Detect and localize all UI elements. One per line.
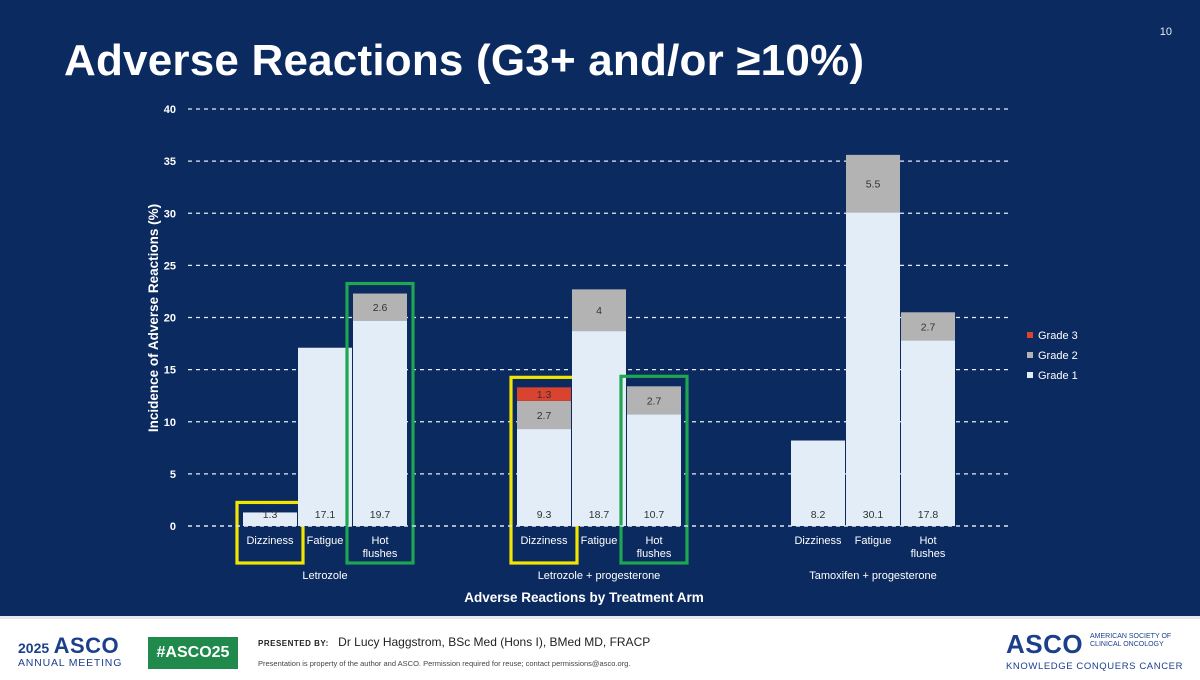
bar-grade1-label: 18.7 [589, 509, 610, 521]
bar-grade2 [901, 312, 955, 341]
bar-grade1 [353, 320, 407, 526]
bar-grade1 [846, 212, 900, 526]
asco-annual-meeting-logo: 2025 ASCO ANNUAL MEETING [18, 633, 121, 669]
bar-grade1-label: 30.1 [863, 509, 884, 521]
y-tick-label: 25 [164, 260, 176, 272]
presenter-line: PRESENTED BY: Dr Lucy Haggstrom, BSc Med… [258, 635, 650, 649]
category-label: Fatigue [307, 535, 344, 547]
y-tick-label: 15 [164, 365, 176, 377]
category-label: Dizziness [794, 535, 842, 547]
bar-grade1-label: 17.8 [918, 509, 939, 521]
highlight-box-green [345, 281, 415, 565]
bar-grade2-label: 2.6 [373, 302, 388, 314]
bar-grade1 [243, 512, 297, 526]
category-label: Fatigue [855, 535, 892, 547]
slide: 10 Adverse Reactions (G3+ and/or ≥10%) 0… [64, 26, 1172, 605]
bar-grade1-label: 8.2 [811, 509, 826, 521]
legend-label: Grade 1 [1038, 370, 1078, 382]
meeting-label: ANNUAL MEETING [18, 657, 123, 669]
footer: 2025 ASCO ANNUAL MEETING #ASCO25 PRESENT… [0, 616, 1200, 680]
bar-grade2 [517, 400, 571, 430]
slide-number: 10 [1159, 26, 1172, 38]
asco-logo-word: ASCO [1006, 629, 1084, 659]
bar-grade3 [517, 387, 571, 401]
group-label: Letrozole + progesterone [538, 570, 661, 582]
y-tick-label: 40 [164, 104, 176, 116]
bar-grade1 [298, 347, 352, 526]
bar-grade1 [901, 340, 955, 526]
y-tick-label: 0 [170, 521, 176, 533]
bar-grade2-label: 2.7 [647, 395, 662, 407]
highlight-box-green [619, 374, 689, 565]
legend-label: Grade 2 [1038, 350, 1078, 362]
meeting-brand: ASCO [53, 633, 120, 658]
y-tick-label: 10 [164, 417, 176, 429]
bar-grade2-label: 2.7 [921, 321, 936, 333]
bar-grade1 [572, 331, 626, 526]
y-tick-label: 20 [164, 313, 176, 325]
bar-grade1 [791, 440, 845, 526]
bar-grade2-label: 4 [596, 305, 602, 317]
bar-grade1-label: 19.7 [370, 509, 391, 521]
y-tick-label: 30 [164, 208, 176, 220]
bar-grade2-label: 2.7 [537, 410, 552, 422]
bar-grade3-label: 1.3 [537, 389, 552, 401]
bar-grade1 [627, 414, 681, 526]
category-label: Dizziness [246, 535, 294, 547]
bar-grade2 [572, 289, 626, 332]
hashtag-badge: #ASCO25 [148, 637, 238, 669]
y-axis-label: Incidence of Adverse Reactions (%) [146, 204, 161, 432]
adverse-reactions-chart: 0 5 10 15 20 25 30 35 40 Incidence of Adverse Rea… [146, 104, 1078, 605]
bar-grade1 [517, 429, 571, 526]
asco-logo-society: AMERICAN SOCIETY OF CLINICAL ONCOLOGY [1090, 633, 1172, 648]
asco-tagline: KNOWLEDGE CONQUERS CANCER [1006, 661, 1184, 672]
category-label-line2: flushes [911, 548, 946, 560]
bar-grade1-label: 9.3 [537, 509, 552, 521]
y-tick-label: 35 [164, 156, 176, 168]
highlight-box-yellow [235, 500, 305, 565]
category-label: Hot [645, 535, 662, 547]
y-tick-label: 5 [170, 469, 176, 481]
bar-grade1-label: 1.3 [263, 509, 278, 521]
bar-grade2 [846, 154, 900, 213]
category-label-line2: flushes [637, 548, 672, 560]
legend-swatch [1027, 352, 1033, 358]
group-label: Tamoxifen + progesterone [809, 570, 937, 582]
group-label: Letrozole [302, 570, 347, 582]
asco-logo: ASCO AMERICAN SOCIETY OF CLINICAL ONCOLO… [1006, 627, 1182, 677]
legend-swatch [1027, 372, 1033, 378]
bar-grade1-label: 10.7 [644, 509, 665, 521]
category-label-line2: flushes [363, 548, 398, 560]
category-label: Dizziness [520, 535, 568, 547]
presented-by-label: PRESENTED BY: [258, 639, 329, 648]
legend-label: Grade 3 [1038, 330, 1078, 342]
meeting-year: 2025 [18, 640, 50, 656]
legend-swatch [1027, 332, 1033, 338]
bar-grade2 [353, 293, 407, 321]
bar-grade1-label: 17.1 [315, 509, 336, 521]
bar-grade2 [627, 386, 681, 415]
category-label: Hot [371, 535, 388, 547]
category-label: Hot [919, 535, 936, 547]
disclaimer: Presentation is property of the author a… [258, 659, 631, 668]
presenter-name: Dr Lucy Haggstrom, BSc Med (Hons I), BMe… [338, 635, 651, 649]
slide-title: Adverse Reactions (G3+ and/or ≥10%) [64, 36, 865, 85]
x-axis-label: Adverse Reactions by Treatment Arm [464, 590, 704, 605]
category-label: Fatigue [581, 535, 618, 547]
bar-grade2-label: 5.5 [866, 179, 881, 191]
